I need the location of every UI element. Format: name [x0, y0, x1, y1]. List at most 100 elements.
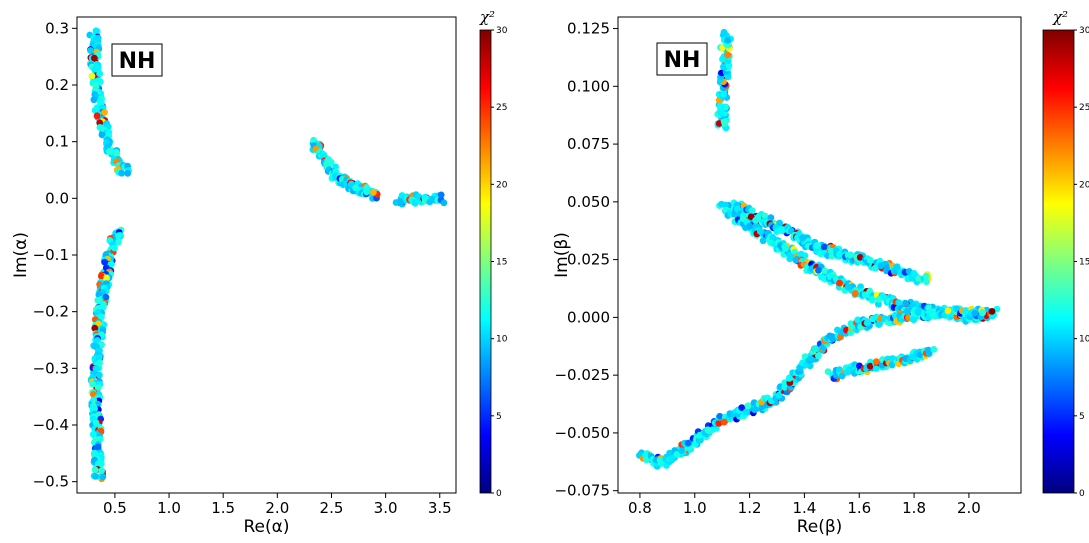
- scatter-point: [98, 272, 105, 280]
- scatter-point: [642, 456, 650, 464]
- scatter-point: [92, 27, 100, 35]
- scatter-point: [352, 184, 360, 192]
- x-tick-label: 1.4: [792, 499, 816, 517]
- y-tick-label: 0.125: [567, 20, 610, 38]
- scatter-point: [440, 199, 448, 207]
- scatter-point: [815, 352, 822, 360]
- y-tick-label: −0.075: [554, 482, 610, 500]
- scatter-point: [720, 28, 728, 36]
- scatter-point: [97, 460, 105, 468]
- scatter-point: [90, 96, 98, 104]
- colorbar: [479, 29, 492, 494]
- y-tick-label: 0.075: [567, 135, 610, 153]
- scatter-point: [92, 419, 100, 427]
- scatter-point: [91, 466, 99, 474]
- scatter-point: [397, 199, 405, 206]
- x-tick-label: 3.0: [374, 499, 398, 517]
- annotation-label: NH: [119, 49, 156, 74]
- scatter-point: [704, 426, 712, 434]
- scatter-point: [98, 131, 106, 139]
- scatter-point: [99, 303, 107, 310]
- scatter-point: [775, 391, 783, 399]
- scatter-point: [756, 228, 764, 235]
- colorbar-tick-label: 0: [496, 489, 502, 499]
- x-tick-label: 1.6: [847, 499, 871, 517]
- y-axis-label: Im(α): [11, 232, 31, 278]
- scatter-point: [89, 380, 96, 388]
- x-tick-label: 1.2: [738, 499, 762, 517]
- scatter-point: [872, 365, 880, 372]
- x-tick-label: 2.5: [320, 499, 344, 517]
- x-tick-label: 2.0: [957, 499, 981, 517]
- scatter-point: [799, 234, 806, 242]
- scatter-point: [910, 316, 918, 324]
- scatter-point: [988, 308, 996, 315]
- scatter-point: [113, 149, 121, 157]
- colorbar-tick-label: 30: [496, 26, 508, 36]
- scatter-point: [923, 278, 930, 286]
- scatter-point: [716, 412, 724, 420]
- scatter-point: [904, 308, 911, 316]
- x-tick-label: 1.5: [211, 499, 235, 517]
- y-tick-label: 0.2: [45, 76, 69, 94]
- scatter-point: [875, 321, 883, 328]
- scatter-point: [96, 371, 103, 379]
- y-tick-label: −0.2: [33, 303, 69, 321]
- scatter-point: [716, 102, 724, 110]
- scatter-point: [820, 243, 828, 251]
- scatter-point: [782, 245, 789, 253]
- x-axis-label: Re(α): [244, 517, 290, 537]
- y-tick-label: 0.1: [45, 133, 69, 151]
- scatter-point: [902, 300, 909, 307]
- scatter-point: [104, 143, 111, 150]
- scatter-point: [821, 267, 829, 275]
- scatter-point: [101, 258, 108, 266]
- scatter-point: [895, 299, 903, 307]
- x-axis-label: Re(β): [797, 517, 843, 537]
- y-tick-label: −0.4: [33, 416, 69, 434]
- colorbar-tick-label: 25: [496, 103, 507, 113]
- scatter-point: [673, 451, 681, 458]
- scatter-point: [864, 318, 872, 326]
- scatter-point: [715, 419, 723, 427]
- scatter-point: [922, 272, 930, 280]
- scatter-point: [720, 63, 727, 71]
- scatter-point: [678, 447, 686, 455]
- scatter-point: [944, 307, 952, 315]
- scatter-point: [90, 54, 98, 62]
- scatter-point: [94, 34, 102, 42]
- scatter-point: [118, 169, 126, 177]
- scatter-point: [724, 51, 732, 59]
- scatter-point: [724, 37, 731, 44]
- y-tick-label: 0.025: [567, 251, 610, 269]
- scatter-point: [684, 439, 692, 447]
- x-tick-label: 0.8: [628, 499, 652, 517]
- scatter-point: [93, 112, 101, 120]
- scatter-point: [873, 358, 880, 365]
- annotation-box: [656, 42, 708, 76]
- scatter-point: [114, 238, 122, 246]
- scatter-point: [744, 402, 752, 410]
- scatter-point: [437, 191, 445, 199]
- scatter-point: [94, 384, 102, 391]
- x-tick-label: 1.0: [683, 499, 707, 517]
- scatter-point: [722, 201, 729, 209]
- y-tick-label: 0.100: [567, 77, 610, 95]
- scatter-point: [91, 449, 98, 457]
- colorbar-tick-label: 15: [496, 258, 507, 268]
- y-tick-label: −0.025: [554, 366, 610, 384]
- colorbar-tick-label: 15: [1079, 258, 1089, 268]
- y-tick-label: 0.050: [567, 193, 610, 211]
- y-tick-label: 0.3: [45, 19, 69, 37]
- scatter-point: [914, 307, 922, 315]
- colorbar-tick-label: 0: [1079, 489, 1085, 499]
- left-panel: 0.5 1.0 1.5 2.0 2.5 3.0 3.5 0.3 0.2 0.1 0.0 −0.1 −0.…: [11, 8, 508, 537]
- scatter-point: [426, 198, 434, 206]
- scatter-point: [815, 266, 822, 274]
- scatter-point: [828, 333, 836, 340]
- scatter-point: [811, 345, 819, 353]
- scatter-point: [910, 270, 918, 277]
- y-tick-label: −0.5: [33, 473, 69, 491]
- scatter-point: [98, 313, 105, 321]
